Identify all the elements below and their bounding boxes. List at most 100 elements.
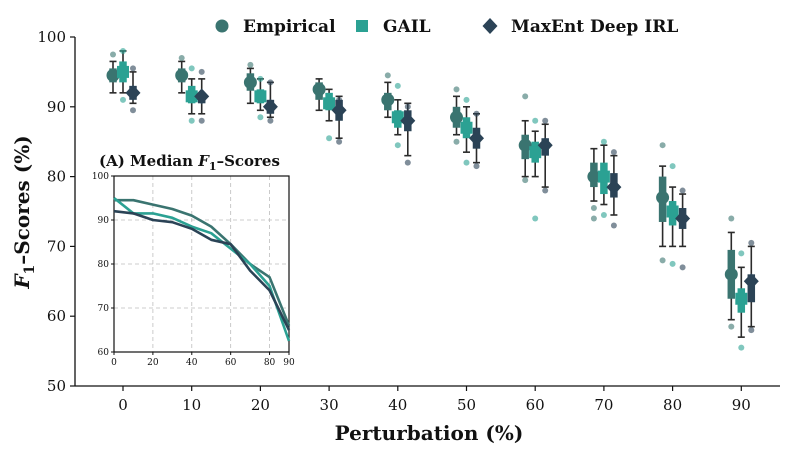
inset-y-tick-label: 80 <box>98 260 110 270</box>
outlier-point <box>404 103 411 110</box>
outlier-point <box>610 222 617 229</box>
outlier-point <box>669 163 676 170</box>
outlier-point <box>542 187 549 194</box>
x-tick-label: 20 <box>251 396 270 414</box>
x-tick-label: 30 <box>320 396 339 414</box>
outlier-point <box>394 82 401 89</box>
outlier-point <box>748 327 755 334</box>
legend-marker <box>215 19 229 33</box>
inset-title-main: F <box>197 152 210 170</box>
outlier-point <box>600 211 607 218</box>
legend-marker <box>482 18 498 34</box>
outlier-point <box>110 51 116 58</box>
x-tick-label: 50 <box>457 396 476 414</box>
outlier-point <box>590 205 597 212</box>
inset-title: (A) Median F1–Scores <box>99 152 280 173</box>
y-tick-label: 50 <box>47 377 66 395</box>
outlier-point <box>522 177 529 184</box>
outlier-point <box>473 163 480 170</box>
outlier-point <box>738 344 745 351</box>
x-tick-label: 40 <box>388 396 407 414</box>
x-tick-label: 90 <box>732 396 751 414</box>
outlier-point <box>336 138 343 145</box>
median-marker <box>743 273 759 290</box>
median-marker <box>194 88 210 105</box>
outlier-point <box>659 142 666 149</box>
median-marker <box>735 292 748 305</box>
inset-x-tick-label: 60 <box>225 358 237 368</box>
inset-y-tick-label: 70 <box>98 304 110 314</box>
median-marker <box>125 84 141 101</box>
inset-x-tick-label: 90 <box>283 358 295 368</box>
outlier-point <box>463 159 470 166</box>
median-marker <box>450 110 463 124</box>
series-maxent-deep-irl <box>125 65 759 334</box>
median-marker <box>254 90 267 103</box>
inset-line-maxent-deep-irl <box>113 209 291 331</box>
outlier-point <box>590 215 597 222</box>
inset-line-gail <box>113 196 291 342</box>
inset-x-tick-label: 80 <box>264 358 276 368</box>
outlier-point <box>188 65 195 72</box>
median-marker <box>323 97 336 110</box>
outlier-point <box>728 215 735 222</box>
x-tick-label: 0 <box>118 396 128 414</box>
median-marker <box>537 137 553 154</box>
outlier-point <box>267 117 274 124</box>
y-tick-label: 90 <box>47 98 66 116</box>
outlier-point <box>542 117 549 124</box>
outlier-point <box>326 135 333 142</box>
outlier-point <box>336 96 343 103</box>
inset-background <box>98 148 303 376</box>
inset-line-empirical <box>114 198 291 327</box>
outlier-point <box>120 47 126 54</box>
outlier-point <box>247 61 254 68</box>
outlier-point <box>600 138 607 145</box>
x-tick-label: 60 <box>526 396 545 414</box>
y-tick-label: 70 <box>47 237 66 255</box>
outlier-point <box>394 142 401 149</box>
median-marker <box>675 210 691 227</box>
legend-label: Empirical <box>243 17 336 37</box>
outlier-point <box>679 187 686 194</box>
median-marker <box>518 138 532 152</box>
inset-y-tick-label: 90 <box>98 216 110 226</box>
y-axis-title-main: F <box>10 273 34 290</box>
median-marker <box>469 130 484 147</box>
y-axis-title-rest: –Scores (%) <box>10 135 34 264</box>
outlier-point <box>522 93 529 100</box>
median-marker <box>460 121 473 134</box>
y-tick-label: 100 <box>37 28 66 46</box>
inset-x-tick-label: 40 <box>186 358 198 368</box>
y-tick-label: 60 <box>47 307 66 325</box>
inset-y-tick-label: 60 <box>98 348 110 358</box>
outlier-point <box>679 264 686 271</box>
y-axis-title-subscript: 1 <box>22 265 38 275</box>
outlier-point <box>669 260 676 267</box>
median-marker <box>529 146 542 159</box>
median-marker <box>666 205 679 218</box>
inset-title-rest: –Scores <box>217 152 280 170</box>
median-marker <box>106 68 120 82</box>
inset-title-subscript: 1 <box>209 160 217 173</box>
outlier-point <box>384 72 391 79</box>
outlier-point <box>738 250 745 257</box>
legend: Empirical GAIL MaxEnt Deep IRL <box>215 17 678 37</box>
outlier-point <box>130 107 136 114</box>
median-marker <box>312 82 326 96</box>
x-tick-label: 10 <box>182 396 201 414</box>
legend-label: MaxEnt Deep IRL <box>511 17 678 37</box>
outlier-point <box>532 215 539 222</box>
main-axes: 50 60 70 80 90 100 0 10 20 30 40 50 60 70 80 90 <box>37 28 780 414</box>
x-tick-label: 70 <box>594 396 613 414</box>
median-marker <box>606 179 622 196</box>
outlier-point <box>198 117 205 124</box>
y-axis-title: F1–Scores (%) <box>10 135 38 289</box>
outlier-point <box>659 257 666 264</box>
median-marker <box>587 170 601 184</box>
outlier-point <box>257 114 264 121</box>
legend-marker <box>356 20 368 32</box>
outlier-point <box>178 54 185 61</box>
outlier-point <box>728 323 735 330</box>
median-marker <box>117 65 129 78</box>
